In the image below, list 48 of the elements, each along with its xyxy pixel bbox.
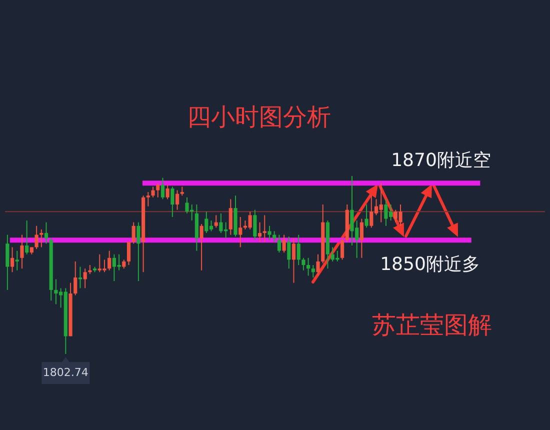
candlestick (132, 222, 136, 244)
candlestick (277, 234, 281, 254)
candlestick (316, 254, 320, 276)
candlestick (306, 257, 310, 276)
candlestick (170, 186, 174, 218)
candlestick (214, 214, 218, 228)
ref-line-label: 1850附近多 (380, 254, 480, 276)
candlestick (108, 250, 112, 271)
candlestick (268, 225, 272, 241)
candlestick (228, 198, 232, 236)
candlestick (20, 234, 24, 270)
candlestick (78, 266, 82, 289)
candlestick (40, 228, 44, 248)
candlestick (44, 222, 48, 244)
candlestick (364, 204, 368, 228)
candlestick (200, 224, 204, 271)
candlestick (238, 216, 242, 248)
candlestick (253, 209, 257, 241)
candlestick (166, 184, 170, 200)
candlestick (360, 218, 364, 258)
annotation: 苏芷莹图解 (372, 311, 492, 339)
candlestick (340, 238, 344, 260)
candlestick (272, 230, 276, 242)
candlestick (34, 225, 38, 250)
candlestick (136, 222, 140, 282)
candlestick (287, 236, 291, 270)
candlestick (258, 222, 262, 242)
candlestick (126, 241, 131, 266)
candlestick (10, 246, 14, 273)
candlestick (15, 250, 19, 271)
candlestick (151, 186, 155, 198)
candlestick (262, 214, 266, 242)
candlestick (311, 264, 315, 278)
annotation: 1802.74 (42, 366, 88, 379)
candlestick (302, 257, 306, 271)
candlestick (25, 220, 29, 255)
candlestick (175, 190, 180, 210)
candlestick (160, 177, 165, 200)
candlestick (74, 260, 78, 296)
candlestick (6, 234, 10, 290)
chart-title: 四小时图分析 (187, 103, 331, 131)
candlestick (282, 234, 286, 254)
candlestick (292, 238, 296, 284)
candlestick (83, 268, 87, 289)
ref-line-label: 1870附近空 (391, 150, 491, 172)
candlestick (146, 192, 150, 207)
candlestick (156, 182, 160, 198)
candlestick (296, 234, 300, 266)
